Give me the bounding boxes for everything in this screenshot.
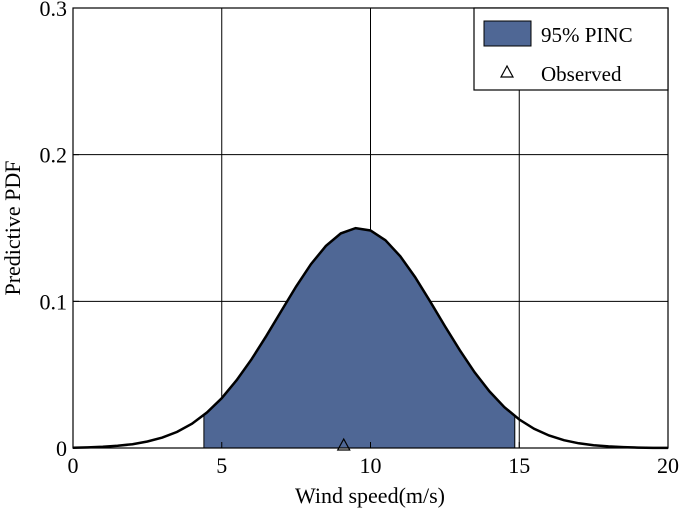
x-tick-label: 0	[68, 453, 79, 478]
pdf-curve	[72, 226, 668, 450]
legend-label-observed: Observed	[541, 62, 622, 86]
legend: 95% PINC Observed	[473, 7, 669, 91]
y-tick-label: 0.3	[40, 0, 68, 21]
y-axis-label: Predictive PDF	[0, 160, 25, 295]
observed-marker	[336, 437, 351, 451]
y-tick-label: 0.2	[40, 143, 68, 168]
x-axis-label: Wind speed(m/s)	[295, 483, 445, 508]
legend-label-pinc: 95% PINC	[541, 23, 633, 47]
axis-ticks: 0 5 10 15 20 0 0.1 0.2 0.3	[40, 0, 680, 478]
y-tick-label: 0.1	[40, 289, 68, 314]
y-tick-label: 0	[56, 436, 67, 461]
legend-triangle-icon	[499, 64, 515, 78]
pinc-95-area	[203, 227, 516, 449]
x-tick-label: 15	[508, 453, 530, 478]
legend-patch-pinc	[483, 20, 532, 47]
x-tick-label: 10	[360, 453, 382, 478]
x-tick-label: 5	[216, 453, 227, 478]
x-tick-label: 20	[657, 453, 679, 478]
